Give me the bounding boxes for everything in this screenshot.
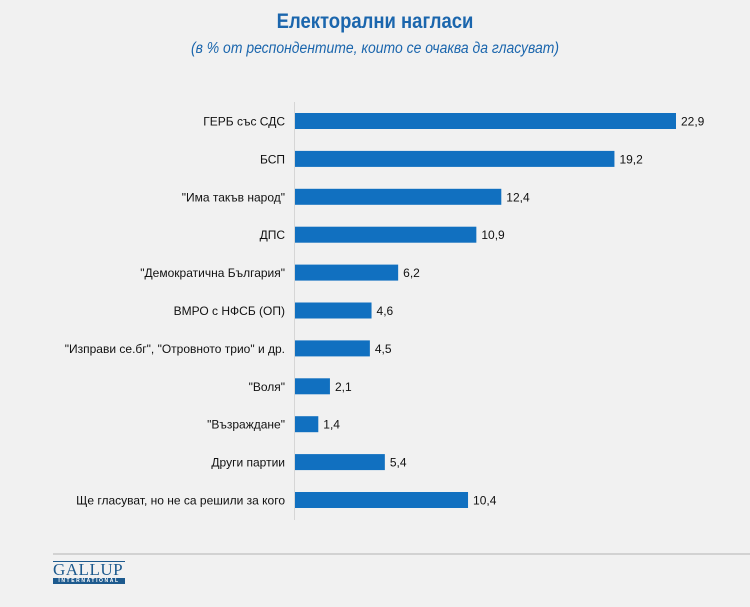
logo-subtext: INTERNATIONAL bbox=[53, 578, 125, 584]
bar bbox=[295, 416, 319, 433]
category-label: "Воля" bbox=[249, 380, 285, 394]
data-label: 22,9 bbox=[681, 115, 705, 129]
gallup-logo: GALLUP INTERNATIONAL bbox=[53, 561, 125, 584]
data-label: 12,4 bbox=[506, 190, 530, 204]
footer-divider bbox=[53, 553, 750, 555]
bar bbox=[295, 226, 477, 243]
data-label: 10,9 bbox=[481, 228, 505, 242]
category-label: "Възраждане" bbox=[207, 418, 285, 432]
data-label: 5,4 bbox=[390, 456, 407, 470]
category-label: "Изправи се.бг", "Отровното трио" и др. bbox=[65, 342, 285, 356]
bar bbox=[295, 378, 330, 395]
data-label: 4,6 bbox=[377, 304, 394, 318]
data-label: 1,4 bbox=[323, 418, 340, 432]
bar bbox=[295, 340, 370, 357]
chart-title: Електорални нагласи bbox=[276, 10, 474, 33]
logo-text: GALLUP bbox=[53, 560, 125, 579]
data-label: 4,5 bbox=[375, 342, 392, 356]
category-label: Други партии bbox=[211, 456, 285, 470]
data-label: 19,2 bbox=[619, 152, 643, 166]
data-label: 10,4 bbox=[473, 494, 497, 508]
bar bbox=[295, 113, 676, 129]
bar bbox=[295, 302, 372, 319]
bar bbox=[295, 454, 385, 471]
category-label: ДПС bbox=[260, 228, 286, 242]
category-label: ГЕРБ със СДС bbox=[203, 115, 285, 129]
category-label: "Демократична България" bbox=[140, 266, 285, 280]
bar bbox=[295, 150, 615, 167]
bar bbox=[295, 188, 502, 205]
category-label: БСП bbox=[260, 152, 285, 166]
chart-subtitle: (в % от респондентите, които се очаква д… bbox=[190, 40, 560, 57]
bar bbox=[295, 492, 469, 508]
category-label: Ще гласуват, но не са решили за кого bbox=[76, 494, 285, 508]
data-label: 2,1 bbox=[335, 380, 352, 394]
bar bbox=[295, 264, 399, 281]
category-label: "Има такъв народ" bbox=[182, 190, 285, 204]
data-label: 6,2 bbox=[403, 266, 420, 280]
category-label: ВМРО с НФСБ (ОП) bbox=[174, 304, 285, 318]
